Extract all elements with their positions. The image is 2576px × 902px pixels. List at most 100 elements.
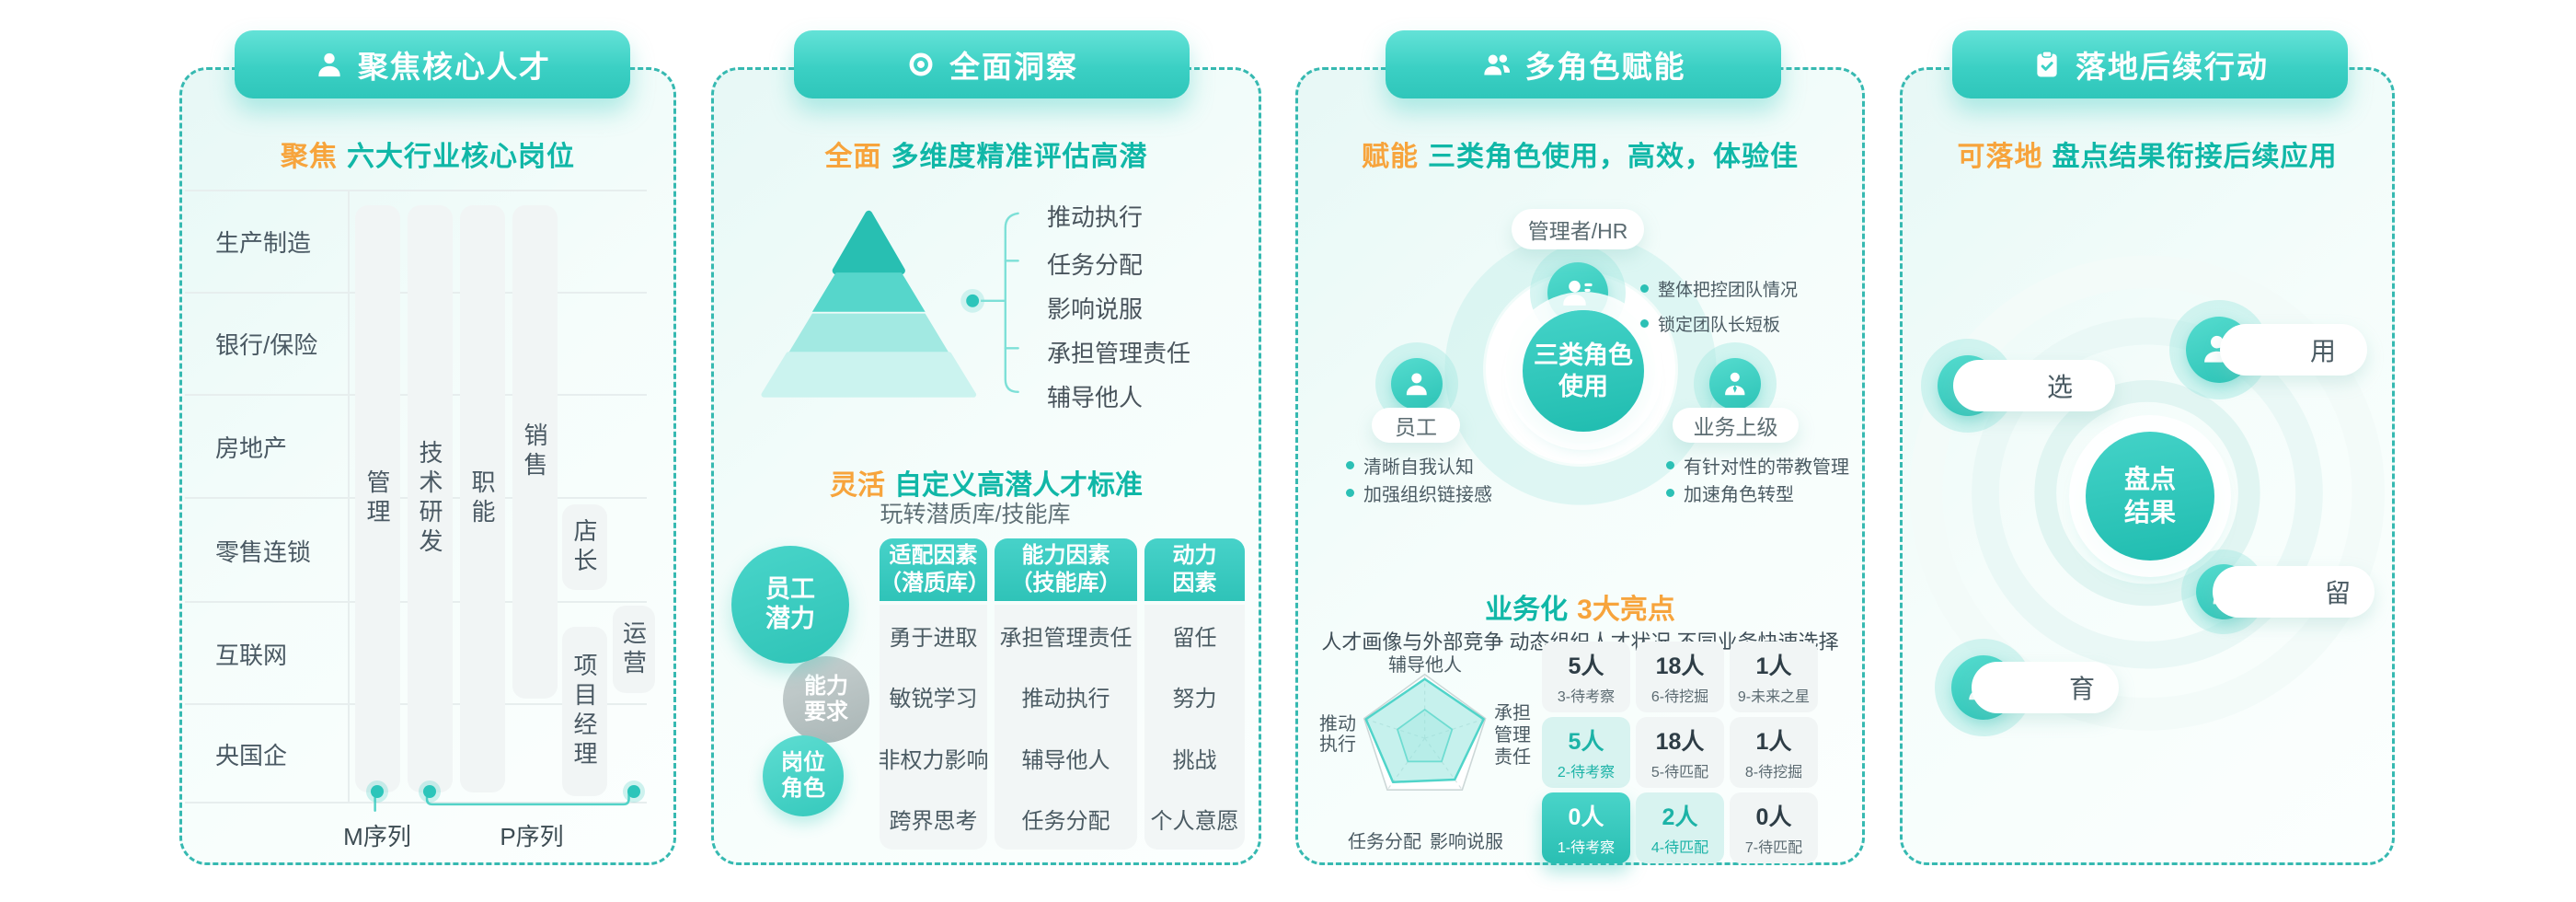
nine-grid-cell: 1人 9-未来之星 — [1730, 642, 1818, 712]
nine-grid-cell: 5人 2-待考察 — [1542, 717, 1630, 788]
panel1-subtitle-text: 六大行业核心岗位 — [347, 142, 575, 172]
table-column-fit: 勇于进取 敏锐学习 非权力影响 跨界思考 — [878, 605, 989, 850]
pyramid-label: 推动执行 — [1047, 203, 1144, 231]
bullet-dot — [1666, 488, 1674, 497]
radar-axis-label: 推动 执行 — [1319, 714, 1356, 755]
person-icon — [318, 52, 340, 77]
person-icon — [1407, 373, 1427, 396]
panel4-badge-label: 落地后续行动 — [2076, 50, 2269, 84]
nine-grid-cell: 18人 6-待挖掘 — [1636, 642, 1724, 712]
cell-label: 5-待匹配 — [1650, 765, 1709, 781]
grid-line — [185, 190, 647, 191]
panel-follow-up-action: 落地后续行动 可落地 盘点结果衔接后续应用 盘点 结果 用 选 留 育 — [1900, 30, 2395, 865]
role-bar-rnd: 技术研发 — [408, 205, 453, 792]
panel4-subtitle-text: 盘点结果衔接后续应用 — [2052, 142, 2338, 172]
bullet-item: 整体把控团队情况 — [1640, 274, 1798, 302]
nine-grid-cell: 0人 7-待匹配 — [1730, 792, 1818, 863]
panel2-section2-em: 灵活 — [830, 470, 885, 501]
role-bar-function: 职能 — [460, 205, 505, 792]
pill-employee: 员工 — [1372, 408, 1460, 443]
table-cell: 挑战 — [1172, 747, 1217, 773]
nine-grid-cell: 2人 4-待匹配 — [1636, 792, 1724, 863]
cell-count: 18人 — [1655, 653, 1705, 679]
table-cell: 跨界思考 — [889, 809, 978, 835]
industry-row-label: 房地产 — [215, 434, 288, 462]
table-header-fit-factor: 适配因素 （潜质库） — [880, 538, 990, 601]
person-tie-icon — [1725, 372, 1745, 396]
manager-bullets: 整体把控团队情况 锁定团队长短板 — [1640, 274, 1798, 344]
bullet-text: 锁定团队长短板 — [1658, 315, 1781, 335]
panel2-subtitle-text: 多维度精准评估高潜 — [891, 142, 1148, 172]
cell-label: 1-待考察 — [1557, 840, 1616, 856]
bullet-text: 整体把控团队情况 — [1658, 280, 1799, 300]
role-bar-operations: 运营 — [613, 606, 655, 693]
role-bar-project-manager: 项目经理 — [562, 627, 607, 796]
cell-count: 5人 — [1568, 653, 1604, 679]
pill-select: 选 — [1953, 360, 2115, 411]
panel1-subtitle-em: 聚焦 — [281, 142, 338, 172]
pill-develop: 育 — [1972, 662, 2119, 713]
cell-label: 6-待挖掘 — [1650, 689, 1709, 705]
table-cell: 勇于进取 — [889, 625, 978, 651]
cell-label: 8-待挖掘 — [1744, 765, 1803, 781]
bullet-item: 锁定团队长短板 — [1640, 309, 1798, 337]
cell-count: 18人 — [1655, 729, 1705, 755]
bullet-dot — [1346, 488, 1354, 497]
inventory-result-center-circle: 盘点 结果 — [2086, 432, 2214, 561]
radar-axis-label: 影响说服 — [1430, 832, 1503, 852]
industry-row-label: 零售连锁 — [215, 538, 312, 566]
bullet-text: 有针对性的带教管理 — [1684, 457, 1849, 478]
nine-grid-cell: 1人 8-待挖掘 — [1730, 717, 1818, 788]
panel1-subtitle: 聚焦 六大行业核心岗位 — [182, 133, 673, 174]
three-roles-center-circle: 三类角色 使用 — [1523, 310, 1644, 432]
pyramid-label: 影响说服 — [1047, 295, 1144, 323]
cell-count: 2人 — [1662, 804, 1698, 830]
radar-axis-label: 辅导他人 — [1388, 655, 1462, 676]
table-column-ability: 承担管理责任 推动执行 辅导他人 任务分配 — [995, 605, 1137, 850]
role-bar-sales: 销售 — [512, 205, 558, 699]
cell-label: 3-待考察 — [1557, 689, 1616, 705]
table-cell: 辅导他人 — [1021, 747, 1110, 773]
pill-use: 用 — [2220, 324, 2367, 376]
pill-select-label: 选 — [2046, 373, 2073, 401]
table-column-motivation: 留任 努力 挑战 个人意愿 — [1144, 605, 1245, 850]
employee-bullets: 清晰自我认知 加强组织链接感 — [1346, 451, 1492, 506]
table-cell: 承担管理责任 — [999, 625, 1133, 651]
m-sequence-label: M序列 — [343, 823, 411, 850]
circle-capability-requirement: 能力 要求 — [783, 656, 869, 743]
business-leader-avatar — [1709, 358, 1761, 410]
nine-grid-cell: 0人 1-待考察 — [1542, 792, 1630, 863]
bullet-dot — [1666, 460, 1674, 469]
cell-label: 7-待匹配 — [1744, 840, 1803, 856]
table-cell: 非权力影响 — [878, 747, 989, 773]
industry-row-label: 央国企 — [215, 742, 288, 769]
role-bar-store-manager: 店长 — [562, 504, 607, 590]
pyramid-label: 辅导他人 — [1047, 384, 1144, 411]
pyramid-label: 任务分配 — [1047, 251, 1144, 279]
panel2-subtitle: 全面 多维度精准评估高潜 — [714, 133, 1259, 174]
panel-multi-role-enablement: 多角色赋能 赋能 三类角色使用，高效，体验佳 管理者/HR — [1295, 30, 1865, 865]
panel3-subtitle-text: 三类角色使用，高效，体验佳 — [1428, 142, 1799, 172]
table-header-ability-factor: 能力因素 （技能库） — [995, 538, 1137, 601]
table-header-motivation-factor: 动力 因素 — [1144, 538, 1245, 601]
panel3-subtitle-em: 赋能 — [1362, 142, 1419, 172]
circle-position-role: 岗位 角色 — [763, 735, 844, 816]
pyramid-label: 承担管理责任 — [1047, 340, 1191, 367]
bullet-dot — [1640, 283, 1649, 293]
panel-focus-core-talent: 聚焦核心人才 聚焦 六大行业核心岗位 生产制造 银行/保险 房地产 零售连锁 互联… — [179, 30, 676, 865]
cell-count: 1人 — [1755, 653, 1792, 679]
pill-develop-label: 育 — [2068, 675, 2095, 703]
cell-label: 2-待考察 — [1557, 765, 1616, 781]
bullet-item: 加速角色转型 — [1666, 479, 1849, 506]
eye-icon — [909, 52, 933, 76]
panel1-badge-label: 聚焦核心人才 — [358, 50, 551, 84]
pill-retain: 留 — [2213, 566, 2375, 618]
panel3-subtitle: 赋能 三类角色使用，高效，体验佳 — [1298, 133, 1862, 174]
panel3-badge: 多角色赋能 — [1386, 30, 1781, 98]
industry-row-label: 银行/保险 — [215, 331, 318, 359]
cell-label: 4-待匹配 — [1650, 840, 1709, 856]
nine-grid-cell: 18人 5-待匹配 — [1636, 717, 1724, 788]
panel2-section2-heading: 灵活 自定义高潜人才标准 — [714, 462, 1259, 503]
panel4-subtitle: 可落地 盘点结果衔接后续应用 — [1903, 133, 2392, 174]
person-lines-icon — [1563, 281, 1593, 306]
